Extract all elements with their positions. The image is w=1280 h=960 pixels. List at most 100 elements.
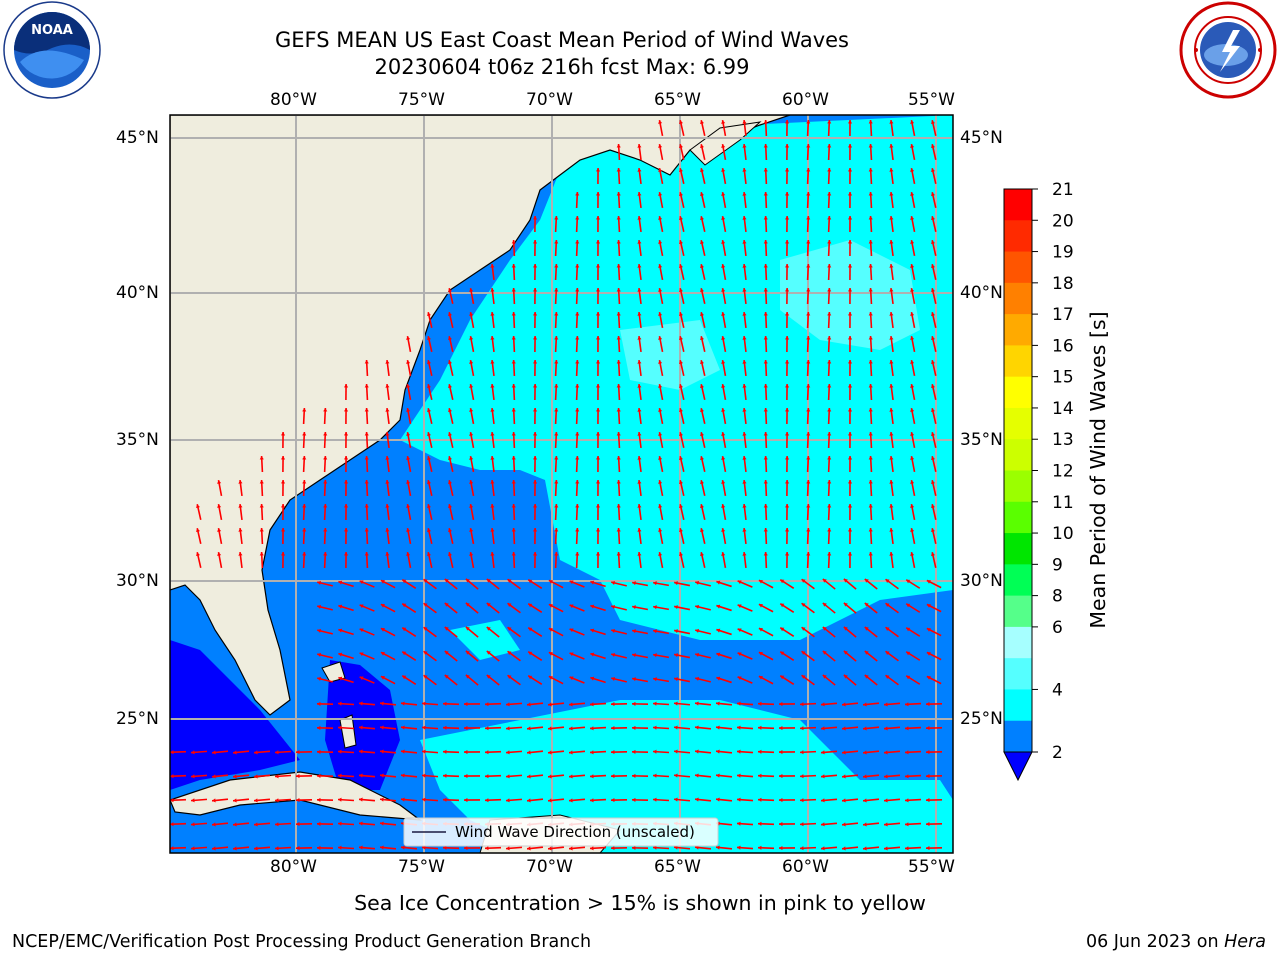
colorbar-segment — [1004, 439, 1032, 471]
land-bahamas-1 — [339, 714, 357, 749]
wind-arrow-head — [575, 312, 580, 316]
wind-arrow-head — [212, 822, 216, 827]
wind-arrow-head — [595, 528, 601, 532]
wind-arrow-head — [423, 579, 428, 583]
wind-arrow-head — [548, 726, 552, 731]
wind-arrow-head — [785, 168, 790, 172]
wind-arrow-head — [930, 336, 935, 340]
wind-arrow-head — [889, 192, 894, 196]
wind-arrow-head — [637, 360, 642, 364]
wind-arrow-head — [742, 216, 747, 220]
wind-arrow-head — [575, 360, 580, 364]
wind-arrow-head — [359, 580, 364, 585]
wind-arrow-head — [575, 528, 580, 532]
wind-arrow-head — [569, 676, 574, 681]
wind-arrow-head — [616, 528, 621, 532]
wind-arrow-head — [569, 580, 574, 585]
wind-arrow-head — [511, 504, 516, 508]
wind-arrow-head — [763, 216, 768, 220]
wind-arrow-head — [716, 676, 721, 681]
wind-arrow-head — [699, 240, 705, 244]
wind-arrow-head — [827, 384, 832, 388]
wind-arrow-head — [447, 456, 453, 460]
colorbar-segment — [1004, 658, 1032, 690]
wind-arrow-head — [827, 120, 832, 124]
wind-arrow-head — [699, 120, 705, 124]
wind-arrow-head — [548, 580, 553, 584]
wind-arrow-head — [637, 408, 642, 412]
wind-arrow-head — [678, 408, 683, 412]
wind-arrow-head — [447, 480, 453, 484]
wind-arrow-head — [889, 528, 894, 532]
wind-arrow-head — [611, 702, 615, 707]
wind-arrow-head — [595, 240, 601, 244]
wind-arrow-head — [616, 480, 621, 484]
wind-arrow-head — [554, 288, 559, 292]
wind-arrow-head — [653, 677, 657, 682]
wind-arrow-head — [359, 628, 364, 633]
wind-arrow-head — [843, 578, 848, 583]
wind-arrow-head — [632, 701, 636, 706]
wind-arrow-head — [469, 552, 474, 556]
wind-arrow-head — [695, 797, 699, 802]
wind-arrow-head — [742, 168, 747, 172]
wind-arrow-head — [780, 651, 785, 656]
wind-arrow-head — [699, 216, 705, 220]
wind-arrow-head — [364, 408, 369, 412]
wind-arrow-head — [800, 750, 804, 755]
wind-arrow-head — [806, 456, 811, 460]
wind-arrow-head — [695, 580, 700, 585]
wind-arrow-head — [548, 702, 552, 707]
wind-arrow-head — [490, 264, 495, 268]
wind-arrow-head — [338, 604, 343, 609]
wind-arrow-head — [910, 384, 915, 388]
wind-arrow-head — [548, 798, 552, 803]
wind-arrow-head — [785, 288, 790, 292]
wind-arrow-head — [302, 552, 307, 556]
wind-arrow-head — [611, 604, 616, 609]
wind-arrow-head — [721, 552, 726, 556]
wind-arrow-head — [827, 360, 832, 364]
wind-arrow-head — [910, 120, 915, 124]
wind-arrow-head — [364, 384, 369, 388]
wind-arrow-head — [737, 749, 741, 754]
wind-arrow-head — [742, 312, 747, 316]
wind-arrow-head — [674, 653, 678, 658]
wind-arrow-head — [842, 726, 846, 731]
wind-arrow-head — [785, 192, 790, 196]
wind-arrow-head — [905, 726, 909, 731]
wind-arrow-head — [910, 216, 915, 220]
wind-arrow-head — [485, 774, 489, 779]
wind-arrow-head — [737, 628, 742, 633]
wind-arrow-head — [658, 456, 663, 460]
wind-arrow-head — [554, 240, 559, 244]
wind-arrow-head — [653, 605, 657, 610]
ocean-lighter-patch-2 — [620, 320, 720, 390]
wind-arrow-head — [554, 432, 559, 436]
wind-arrow-head — [864, 626, 869, 631]
wind-arrow-head — [779, 797, 783, 803]
colorbar-tick-label: 16 — [1052, 336, 1074, 356]
wind-arrow-head — [827, 552, 832, 556]
wind-arrow-head — [658, 384, 663, 388]
wind-arrow-head — [868, 240, 873, 244]
wind-arrow-head — [465, 602, 470, 607]
wind-arrow-head — [699, 552, 705, 556]
wind-arrow-head — [632, 773, 636, 778]
wind-arrow-head — [637, 312, 642, 316]
wind-arrow-head — [801, 675, 806, 679]
wind-arrow-head — [465, 626, 470, 631]
wind-arrow-head — [763, 408, 768, 412]
wind-arrow-head — [317, 821, 321, 826]
wind-arrow-head — [699, 288, 705, 292]
wind-arrow-head — [533, 552, 538, 556]
wind-arrow-head — [569, 604, 574, 609]
wind-arrow-head — [590, 798, 594, 803]
wind-arrow-head — [616, 504, 621, 508]
wind-arrow-head — [490, 408, 495, 412]
wind-arrow-head — [317, 652, 322, 657]
wind-arrow-head — [511, 552, 516, 556]
wind-arrow-head — [906, 651, 911, 656]
wind-arrow-head — [317, 797, 321, 802]
wind-arrow-head — [806, 240, 811, 244]
